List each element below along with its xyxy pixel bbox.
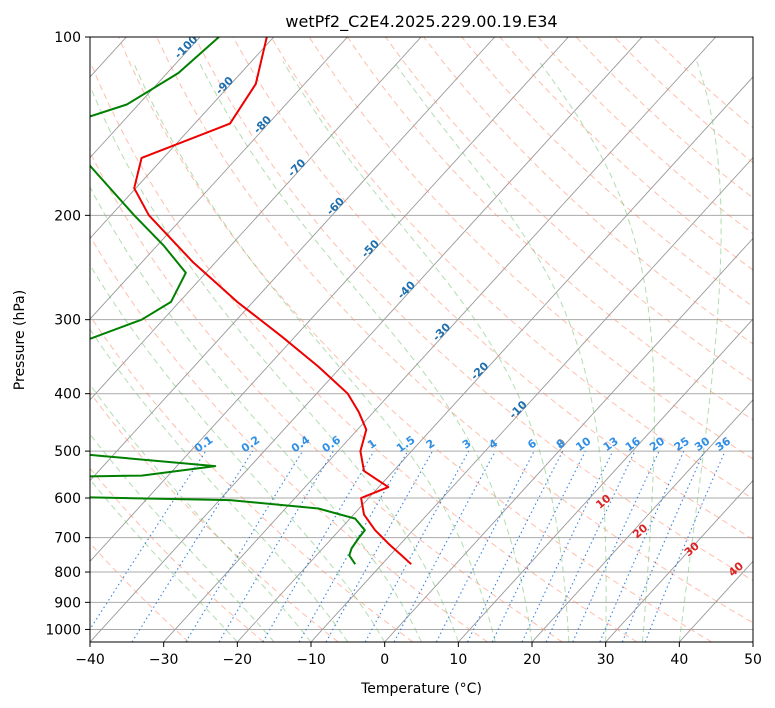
dry-adiabat xyxy=(308,37,753,460)
isotherm-gridline xyxy=(90,37,643,642)
dry-adiabat xyxy=(90,542,190,642)
dry-adiabat xyxy=(118,37,712,642)
isotherm-gridline xyxy=(163,37,717,642)
moist-adiabat xyxy=(132,61,496,642)
x-tick-label: 20 xyxy=(523,652,541,668)
isotherm-gridline xyxy=(90,37,422,401)
x-axis-label: Temperature (°C) xyxy=(360,681,482,697)
mixing-ratio-line xyxy=(521,450,614,642)
y-tick-label: 800 xyxy=(54,565,81,581)
dry-adiabat xyxy=(90,467,264,642)
mixing-ratio-line xyxy=(393,450,496,642)
isotherm-gridline xyxy=(90,37,275,240)
x-tick-label: 10 xyxy=(449,652,467,668)
x-tick-label: 0 xyxy=(380,652,389,668)
dry-adiabat xyxy=(270,37,753,500)
mixing-ratio-line xyxy=(218,450,334,642)
y-tick-label: 200 xyxy=(54,208,81,224)
x-tick-label: 40 xyxy=(670,652,688,668)
mixing-ratio-line xyxy=(467,450,564,642)
mixing-ratio-line xyxy=(364,450,470,642)
dry-adiabat xyxy=(194,37,753,582)
moist-adiabat xyxy=(90,185,422,642)
moist-adiabat xyxy=(678,61,722,642)
y-axis: 100 200 300 400 500 600 700 800 900 1000 xyxy=(45,30,90,638)
dry-adiabat xyxy=(346,37,753,421)
x-tick-label: 30 xyxy=(597,652,615,668)
x-tick-label: −20 xyxy=(223,652,253,668)
mixing-ratio-line xyxy=(545,450,636,642)
profile-lines xyxy=(90,37,412,565)
mixing-ratio-line xyxy=(131,450,254,642)
isotherm-gridline xyxy=(605,479,753,642)
plot-frame xyxy=(89,36,754,643)
x-tick-label: −30 xyxy=(149,652,179,668)
mixing-ratio-line xyxy=(90,450,207,631)
temperature-profile-line xyxy=(133,37,412,565)
y-tick-label: 300 xyxy=(54,313,81,329)
dry-adiabat xyxy=(156,37,753,624)
y-tick-label: 500 xyxy=(54,444,81,460)
x-tick-label: −10 xyxy=(296,652,326,668)
x-axis: −40 −30 −20 −10 0 10 20 30 40 50 xyxy=(75,642,762,668)
y-tick-label: 900 xyxy=(54,595,81,611)
y-tick-label: 600 xyxy=(54,491,81,507)
moist-adiabat xyxy=(90,84,459,642)
isotherm-gridline xyxy=(90,37,569,562)
chart-title: wetPf2_C2E4.2025.229.00.19.E34 xyxy=(285,12,557,32)
isotherm-gridline xyxy=(90,37,496,482)
isotherm-gridline xyxy=(384,237,753,642)
dry-adiabat xyxy=(232,37,753,540)
moist-adiabat xyxy=(538,61,655,642)
y-tick-label: 700 xyxy=(54,531,81,547)
isotherm-gridline xyxy=(90,37,201,159)
y-axis-label: Pressure (hPa) xyxy=(12,290,28,390)
moist-adiabat xyxy=(90,264,386,642)
x-tick-label: 50 xyxy=(744,652,762,668)
x-tick-label: −40 xyxy=(75,652,105,668)
mixing-ratio-line xyxy=(262,450,375,642)
isotherm-gridline xyxy=(90,37,348,320)
moist-adiabat xyxy=(393,61,607,642)
moist-adiabat xyxy=(198,61,533,642)
background-lines xyxy=(90,37,753,642)
y-tick-label: 1000 xyxy=(45,622,81,638)
moist-adiabat xyxy=(90,383,312,642)
y-tick-label: 100 xyxy=(54,30,81,46)
mixing-ratio-line xyxy=(491,450,586,642)
dewpoint-profile-line xyxy=(90,37,366,565)
moist-adiabat xyxy=(282,61,570,642)
moist-adiabat xyxy=(90,433,275,642)
isotherm-gridline xyxy=(237,76,753,642)
isotherm-gridline xyxy=(531,399,753,642)
dry-adiabat xyxy=(90,151,563,642)
dry-adiabat xyxy=(90,235,488,642)
y-tick-label: 400 xyxy=(54,387,81,403)
moist-adiabat xyxy=(90,328,349,642)
isotherm-gridline xyxy=(458,318,753,642)
dry-adiabat xyxy=(90,60,638,642)
mixing-ratio-line xyxy=(185,450,304,642)
